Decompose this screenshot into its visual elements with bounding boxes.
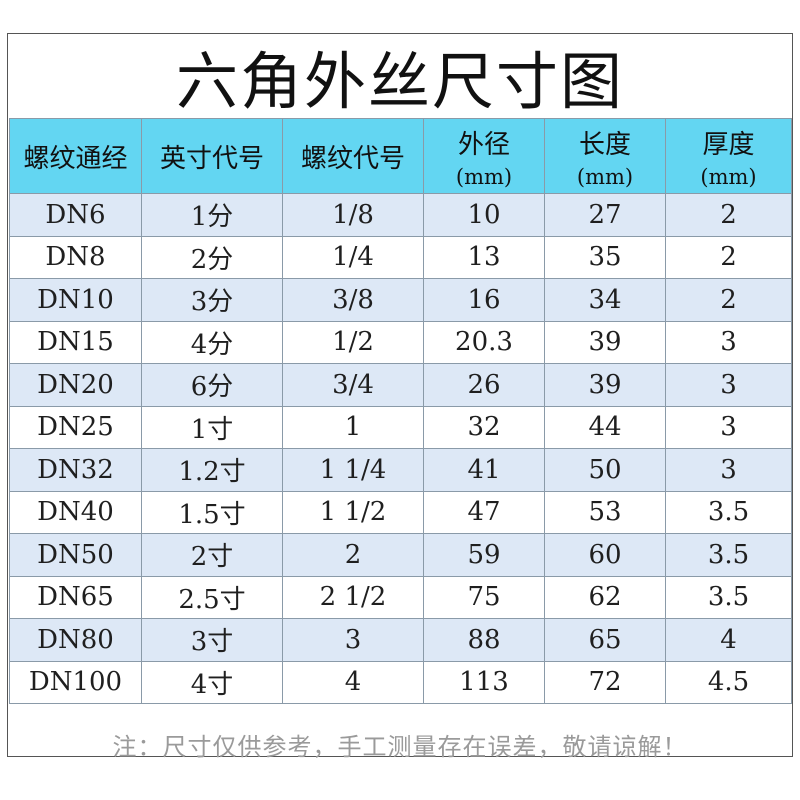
table-row: DN50 2寸 2 59 60 3.5 bbox=[9, 533, 792, 577]
cell-outer-diameter: 16 bbox=[423, 278, 545, 322]
cell-thread-code: 2 bbox=[282, 533, 424, 577]
cell-outer-diameter: 13 bbox=[423, 235, 545, 279]
cell-length: 35 bbox=[544, 235, 666, 279]
cell-thickness: 4.5 bbox=[665, 660, 792, 704]
cell-thread-nominal: DN40 bbox=[9, 490, 142, 534]
cell-thread-code: 1 1/2 bbox=[282, 490, 424, 534]
cell-thread-code: 1 1/4 bbox=[282, 448, 424, 492]
cell-thread-code: 1 bbox=[282, 405, 424, 449]
table-row: DN15 4分 1/2 20.3 39 3 bbox=[9, 320, 792, 364]
table-row: DN20 6分 3/4 26 39 3 bbox=[9, 363, 792, 407]
cell-thickness: 2 bbox=[665, 278, 792, 322]
page-title: 六角外丝尺寸图 bbox=[175, 45, 624, 118]
cell-outer-diameter: 41 bbox=[423, 448, 545, 492]
cell-inch-code: 2分 bbox=[141, 235, 283, 279]
table-row: DN8 2分 1/4 13 35 2 bbox=[9, 235, 792, 279]
cell-thickness: 3 bbox=[665, 320, 792, 364]
cell-thread-nominal: DN32 bbox=[9, 448, 142, 492]
cell-thickness: 3.5 bbox=[665, 575, 792, 619]
cell-outer-diameter: 20.3 bbox=[423, 320, 545, 364]
cell-length: 39 bbox=[544, 320, 666, 364]
header-row: 螺纹通经 英寸代号 螺纹代号 外径 (mm) 长度 (mm) 厚度 (mm) bbox=[9, 118, 792, 194]
cell-outer-diameter: 88 bbox=[423, 618, 545, 662]
header-thread-code: 螺纹代号 bbox=[282, 118, 424, 194]
cell-outer-diameter: 10 bbox=[423, 193, 545, 237]
cell-inch-code: 2.5寸 bbox=[141, 575, 283, 619]
cell-thickness: 3.5 bbox=[665, 533, 792, 577]
cell-thread-nominal: DN10 bbox=[9, 278, 142, 322]
table-row: DN40 1.5寸 1 1/2 47 53 3.5 bbox=[9, 490, 792, 534]
table-row: DN32 1.2寸 1 1/4 41 50 3 bbox=[9, 448, 792, 492]
cell-thread-nominal: DN25 bbox=[9, 405, 142, 449]
cell-thread-nominal: DN8 bbox=[9, 235, 142, 279]
cell-thread-code: 1/8 bbox=[282, 193, 424, 237]
cell-thread-code: 2 1/2 bbox=[282, 575, 424, 619]
cell-thread-code: 3/8 bbox=[282, 278, 424, 322]
cell-thread-nominal: DN65 bbox=[9, 575, 142, 619]
cell-length: 27 bbox=[544, 193, 666, 237]
table-row: DN10 3分 3/8 16 34 2 bbox=[9, 278, 792, 322]
cell-inch-code: 3分 bbox=[141, 278, 283, 322]
header-length: 长度 (mm) bbox=[544, 118, 666, 194]
cell-thread-code: 1/4 bbox=[282, 235, 424, 279]
cell-outer-diameter: 32 bbox=[423, 405, 545, 449]
cell-thread-nominal: DN15 bbox=[9, 320, 142, 364]
cell-thread-code: 4 bbox=[282, 660, 424, 704]
table-row: DN65 2.5寸 2 1/2 75 62 3.5 bbox=[9, 575, 792, 619]
cell-length: 39 bbox=[544, 363, 666, 407]
cell-outer-diameter: 26 bbox=[423, 363, 545, 407]
cell-outer-diameter: 113 bbox=[423, 660, 545, 704]
cell-thread-nominal: DN50 bbox=[9, 533, 142, 577]
table-row: DN6 1分 1/8 10 27 2 bbox=[9, 193, 792, 237]
cell-thickness: 2 bbox=[665, 193, 792, 237]
header-inch-code: 英寸代号 bbox=[141, 118, 283, 194]
cell-length: 60 bbox=[544, 533, 666, 577]
cell-thread-code: 3/4 bbox=[282, 363, 424, 407]
cell-thread-nominal: DN20 bbox=[9, 363, 142, 407]
table-row: DN100 4寸 4 113 72 4.5 bbox=[9, 660, 792, 704]
cell-thread-code: 3 bbox=[282, 618, 424, 662]
cell-inch-code: 1.2寸 bbox=[141, 448, 283, 492]
size-table: 螺纹通经 英寸代号 螺纹代号 外径 (mm) 长度 (mm) 厚度 (mm) DN6 1… bbox=[9, 118, 792, 704]
cell-length: 50 bbox=[544, 448, 666, 492]
table-row: DN80 3寸 3 88 65 4 bbox=[9, 618, 792, 662]
cell-thread-code: 1/2 bbox=[282, 320, 424, 364]
cell-inch-code: 6分 bbox=[141, 363, 283, 407]
cell-thickness: 3.5 bbox=[665, 490, 792, 534]
cell-outer-diameter: 47 bbox=[423, 490, 545, 534]
cell-thickness: 4 bbox=[665, 618, 792, 662]
disclaimer-note: 注：尺寸仅供参考，手工测量存在误差，敬请谅解！ bbox=[112, 733, 688, 761]
cell-length: 65 bbox=[544, 618, 666, 662]
cell-inch-code: 1分 bbox=[141, 193, 283, 237]
cell-thickness: 3 bbox=[665, 448, 792, 492]
cell-inch-code: 1寸 bbox=[141, 405, 283, 449]
spec-sheet: 六角外丝尺寸图 螺纹通经 英寸代号 螺纹代号 外径 (mm) 长度 (mm) 厚度(… bbox=[7, 33, 793, 761]
cell-length: 62 bbox=[544, 575, 666, 619]
cell-length: 34 bbox=[544, 278, 666, 322]
header-thickness: 厚度 (mm) bbox=[665, 118, 792, 194]
cell-thread-nominal: DN80 bbox=[9, 618, 142, 662]
cell-length: 72 bbox=[544, 660, 666, 704]
cell-thickness: 3 bbox=[665, 363, 792, 407]
cell-inch-code: 3寸 bbox=[141, 618, 283, 662]
cell-thickness: 2 bbox=[665, 235, 792, 279]
cell-length: 53 bbox=[544, 490, 666, 534]
cell-inch-code: 2寸 bbox=[141, 533, 283, 577]
cell-outer-diameter: 59 bbox=[423, 533, 545, 577]
header-thread-nominal: 螺纹通经 bbox=[9, 118, 142, 194]
cell-thickness: 3 bbox=[665, 405, 792, 449]
cell-inch-code: 1.5寸 bbox=[141, 490, 283, 534]
table-row: DN25 1寸 1 32 44 3 bbox=[9, 405, 792, 449]
cell-thread-nominal: DN6 bbox=[9, 193, 142, 237]
cell-inch-code: 4分 bbox=[141, 320, 283, 364]
cell-length: 44 bbox=[544, 405, 666, 449]
header-outer-diameter: 外径 (mm) bbox=[423, 118, 545, 194]
cell-thread-nominal: DN100 bbox=[9, 660, 142, 704]
cell-inch-code: 4寸 bbox=[141, 660, 283, 704]
cell-outer-diameter: 75 bbox=[423, 575, 545, 619]
